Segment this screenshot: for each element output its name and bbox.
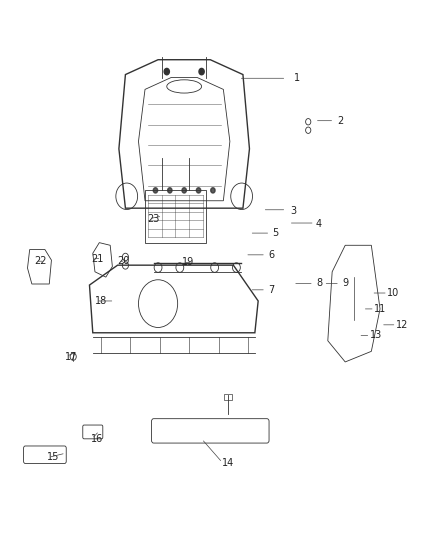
Text: 14: 14 bbox=[222, 458, 234, 467]
Text: 6: 6 bbox=[268, 250, 274, 260]
Text: 16: 16 bbox=[91, 434, 103, 444]
Circle shape bbox=[211, 188, 215, 193]
Text: 15: 15 bbox=[47, 453, 60, 463]
Text: 11: 11 bbox=[374, 304, 386, 314]
Circle shape bbox=[153, 188, 158, 193]
Circle shape bbox=[196, 188, 201, 193]
Text: 13: 13 bbox=[370, 330, 382, 341]
Text: 10: 10 bbox=[387, 288, 399, 298]
Text: 22: 22 bbox=[34, 256, 47, 266]
Text: 4: 4 bbox=[316, 219, 322, 229]
Circle shape bbox=[199, 68, 204, 75]
Text: 21: 21 bbox=[91, 254, 103, 263]
Circle shape bbox=[164, 68, 170, 75]
Text: 23: 23 bbox=[148, 214, 160, 224]
Text: 3: 3 bbox=[290, 206, 296, 216]
Text: 1: 1 bbox=[294, 73, 300, 83]
Circle shape bbox=[168, 188, 172, 193]
Text: 2: 2 bbox=[338, 116, 344, 126]
Text: 19: 19 bbox=[182, 257, 194, 267]
Text: 5: 5 bbox=[272, 228, 279, 238]
Circle shape bbox=[182, 188, 186, 193]
Text: 17: 17 bbox=[65, 352, 77, 361]
Text: 12: 12 bbox=[396, 320, 408, 330]
Text: 8: 8 bbox=[316, 278, 322, 288]
Text: 18: 18 bbox=[95, 296, 108, 306]
Text: 20: 20 bbox=[117, 256, 130, 266]
Text: 9: 9 bbox=[342, 278, 348, 288]
Text: 7: 7 bbox=[268, 285, 274, 295]
